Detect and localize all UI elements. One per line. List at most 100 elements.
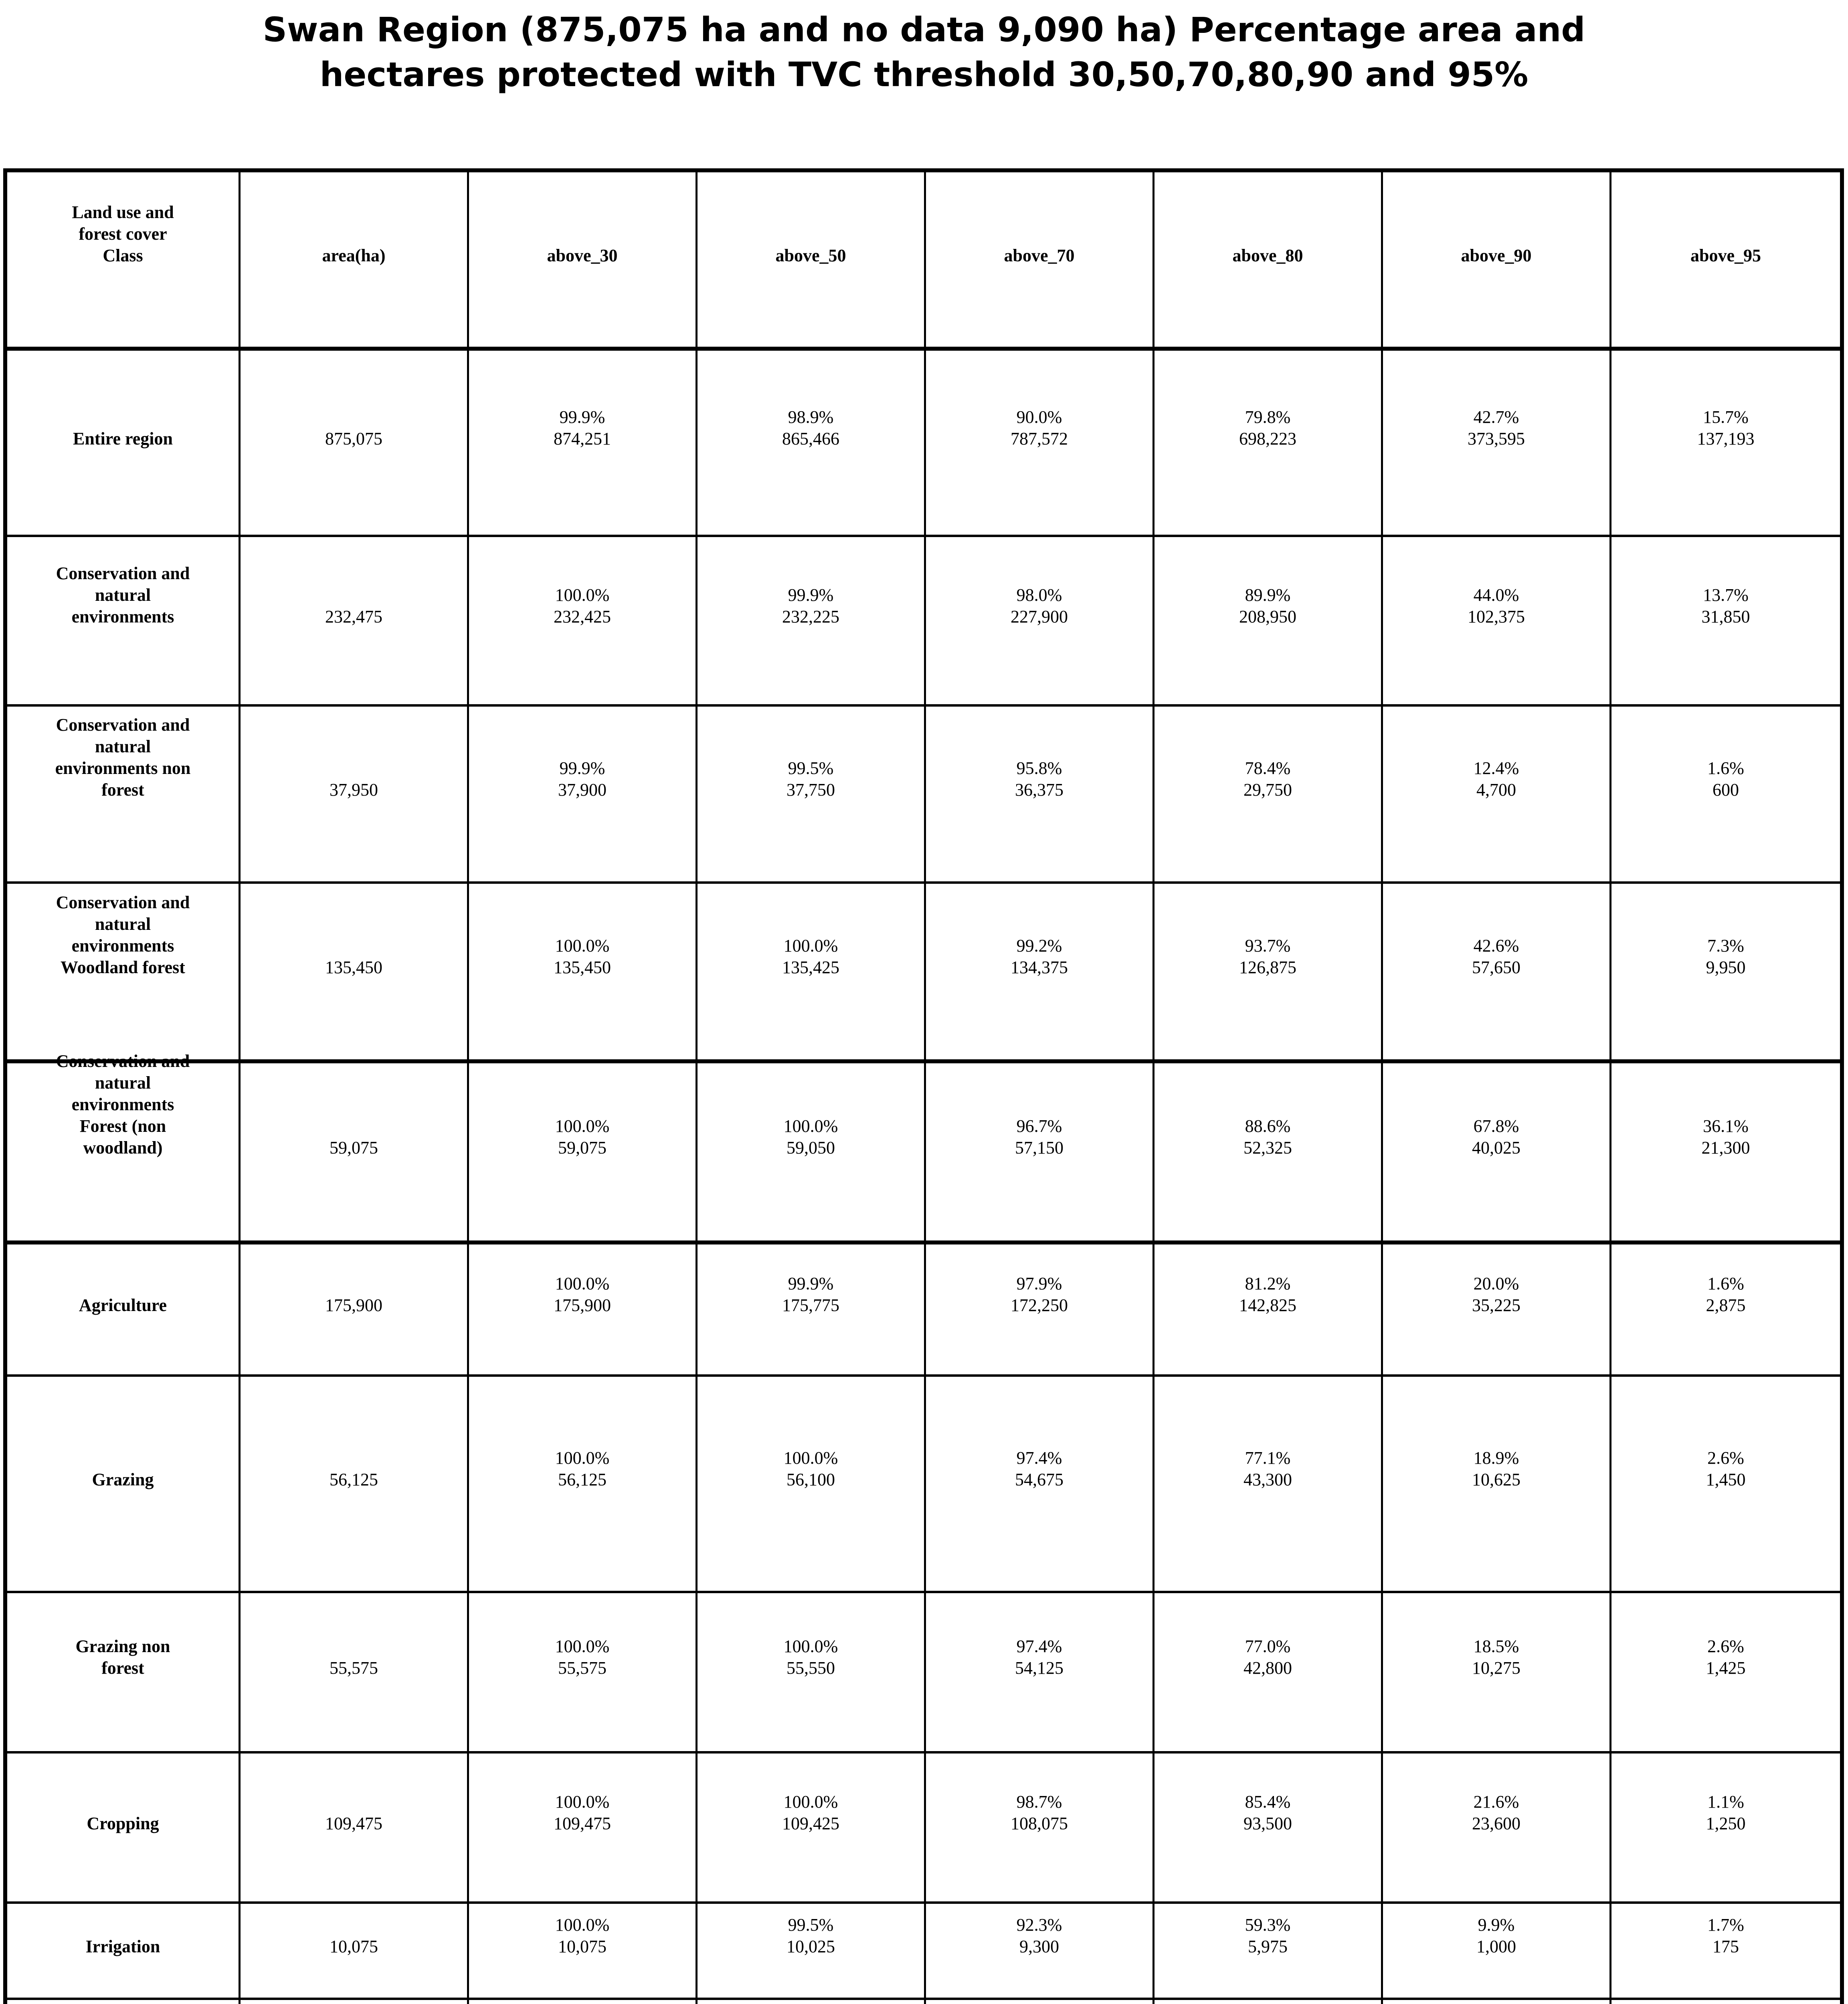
value-cell-above-80-text: 59.3% 5,975 [1245, 1915, 1291, 1956]
table-row: Conservation and natural environments Fores… [7, 1051, 1840, 1244]
row-label-text: Agriculture [79, 1295, 167, 1315]
header-cell-Class: Land use and forest cover Class [7, 172, 241, 347]
area-cell-text: 56,125 [330, 1470, 378, 1489]
value-cell-above-80: 81.2% 142,825 [1154, 1244, 1383, 1374]
value-cell-above-50: 100.0% 56,100 [698, 1377, 926, 1591]
header-cell-Class-text: Land use and forest cover Class [72, 202, 174, 265]
value-cell-above-30-text: 100.0% 135,450 [554, 936, 611, 977]
value-cell-above-90-text: 42.7% 373,595 [1468, 407, 1525, 448]
value-cell-above-90: 42.7% 373,595 [1383, 351, 1611, 535]
value-cell-above-30: 100.0% 175,900 [469, 1244, 698, 1374]
value-cell-above-70: 95.8% 36,375 [926, 707, 1154, 881]
value-cell-above-90-text: 18.9% 10,625 [1472, 1448, 1520, 1489]
value-cell-above-30: 99.9% 37,900 [469, 707, 698, 881]
value-cell-above-30: 100.0% 10,075 [469, 1904, 698, 1998]
row-label-text: Conservation and natural environments Woodl… [56, 893, 190, 977]
page-title-line1: Swan Region (875,075 ha and no data 9,09… [263, 10, 1585, 49]
value-cell-above-95: 7.3% 9,950 [1611, 884, 1840, 1059]
value-cell-above-80-text: 93.7% 126,875 [1239, 936, 1296, 977]
value-cell-above-50: 100.0% 55,550 [698, 1593, 926, 1751]
header-cell-area(ha): area(ha) [241, 172, 469, 347]
area-cell-text: 175,900 [325, 1295, 382, 1315]
value-cell-above-90: 42.6% 57,650 [1383, 884, 1611, 1059]
value-cell-above-70-text: 97.4% 54,125 [1015, 1636, 1064, 1678]
table-row: Conservation and natural environments 232,4… [7, 537, 1840, 707]
header-cell-above_90: above_90 [1383, 172, 1611, 347]
value-cell-above-80: 77.1% 43,300 [1154, 1377, 1383, 1591]
area-cell: 300,400 [241, 2000, 469, 2004]
value-cell-above-95-text: 2.6% 1,450 [1706, 1448, 1746, 1489]
value-cell-above-70-text: 90.0% 787,572 [1011, 407, 1068, 448]
value-cell-above-70: 98.7% 108,075 [926, 1754, 1154, 1901]
row-label: Conservation and natural environments Woodl… [7, 884, 241, 1059]
header-cell-above_90-text: above_90 [1461, 245, 1532, 265]
value-cell-above-90-text: 9.9% 1,000 [1476, 1915, 1516, 1956]
value-cell-above-80: 59.3% 5,975 [1154, 1904, 1383, 1998]
header-cell-above_95: above_95 [1611, 172, 1840, 347]
area-cell-text: 875,075 [325, 428, 382, 448]
value-cell-above-90: 20.0% 35,225 [1383, 1244, 1611, 1374]
page-title: Swan Region (875,075 ha and no data 9,09… [0, 7, 1848, 97]
value-cell-above-80-text: 77.0% 42,800 [1243, 1636, 1292, 1678]
value-cell-above-90-text: 21.6% 23,600 [1472, 1792, 1520, 1833]
value-cell-above-70: 97.9% 172,250 [926, 1244, 1154, 1374]
value-cell-above-50: 99.9% 175,775 [698, 1244, 926, 1374]
value-cell-above-80: 77.0% 42,800 [1154, 1593, 1383, 1751]
row-label-text: Grazing non forest [75, 1636, 170, 1678]
area-cell-text: 109,475 [325, 1813, 382, 1833]
value-cell-above-70-text: 99.2% 134,375 [1011, 936, 1068, 977]
value-cell-above-80-text: 81.2% 142,825 [1239, 1274, 1296, 1315]
value-cell-above-80: 97.1%291,675 [1154, 2000, 1383, 2004]
value-cell-above-80-text: 85.4% 93,500 [1243, 1792, 1292, 1833]
row-label: Conservation and natural environments non f… [7, 707, 241, 881]
area-cell: 109,475 [241, 1754, 469, 1901]
value-cell-above-95-text: 1.1% 1,250 [1706, 1792, 1746, 1833]
value-cell-above-30-text: 100.0% 175,900 [554, 1274, 611, 1315]
value-cell-above-70-text: 98.7% 108,075 [1011, 1792, 1068, 1833]
value-cell-above-70: 90.0% 787,572 [926, 351, 1154, 535]
value-cell-above-50: 98.9% 865,466 [698, 351, 926, 535]
value-cell-above-95: 2.6% 1,450 [1611, 1377, 1840, 1591]
value-cell-above-95-text: 13.7% 31,850 [1701, 585, 1750, 626]
value-cell-above-30-text: 100.0% 55,575 [555, 1636, 610, 1678]
area-cell: 232,475 [241, 537, 469, 704]
area-cell-text: 135,450 [325, 958, 382, 977]
value-cell-above-95: 1.6% 600 [1611, 707, 1840, 881]
value-cell-above-95: 2.6% 1,425 [1611, 1593, 1840, 1751]
row-label: Conservation and natural environments Fores… [7, 1051, 241, 1240]
value-cell-above-30: 100.0% 59,075 [469, 1063, 698, 1240]
header-cell-above_70: above_70 [926, 172, 1154, 347]
value-cell-above-30-text: 100.0% 56,125 [555, 1448, 610, 1489]
value-cell-above-70: 99.5%298,775 [926, 2000, 1154, 2004]
value-cell-above-50-text: 99.9% 175,775 [782, 1274, 839, 1315]
row-label: Production nativeforests andplantationfo… [7, 2000, 241, 2004]
value-cell-above-95-text: 2.6% 1,425 [1706, 1636, 1746, 1678]
value-cell-above-80: 78.4% 29,750 [1154, 707, 1383, 881]
area-cell-text: 55,575 [330, 1658, 378, 1678]
value-cell-above-70-text: 97.9% 172,250 [1011, 1274, 1068, 1315]
value-cell-above-95: 32.7%98,200 [1611, 2000, 1840, 2004]
value-cell-above-80: 93.7% 126,875 [1154, 884, 1383, 1059]
row-label: Grazing non forest [7, 1593, 241, 1751]
value-cell-above-30: 100.0% 109,475 [469, 1754, 698, 1901]
value-cell-above-95: 13.7% 31,850 [1611, 537, 1840, 704]
value-cell-above-95: 15.7% 137,193 [1611, 351, 1840, 535]
header-cell-above_30-text: above_30 [547, 245, 618, 265]
value-cell-above-30: 100.0% 232,425 [469, 537, 698, 704]
area-cell-text: 232,475 [325, 606, 382, 626]
value-cell-above-90-text: 44.0% 102,375 [1468, 585, 1525, 626]
row-label: Conservation and natural environments [7, 537, 241, 704]
row-label-text: Cropping [87, 1813, 159, 1833]
value-cell-above-90: 12.4% 4,700 [1383, 707, 1611, 881]
area-cell: 59,075 [241, 1063, 469, 1240]
value-cell-above-90: 9.9% 1,000 [1383, 1904, 1611, 1998]
value-cell-above-30-text: 100.0% 109,475 [554, 1792, 611, 1833]
value-cell-above-50: 99.9% 232,225 [698, 537, 926, 704]
table-row: Entire region 875,075 99.9% 874,251 98.9% 865… [7, 351, 1840, 537]
table-row: Conservation and natural environments non f… [7, 707, 1840, 884]
value-cell-above-95: 1.6% 2,875 [1611, 1244, 1840, 1374]
table-row: Conservation and natural environments Woodl… [7, 884, 1840, 1063]
value-cell-above-90: 73.1%219,575 [1383, 2000, 1611, 2004]
value-cell-above-80: 85.4% 93,500 [1154, 1754, 1383, 1901]
value-cell-above-70: 96.7% 57,150 [926, 1063, 1154, 1240]
